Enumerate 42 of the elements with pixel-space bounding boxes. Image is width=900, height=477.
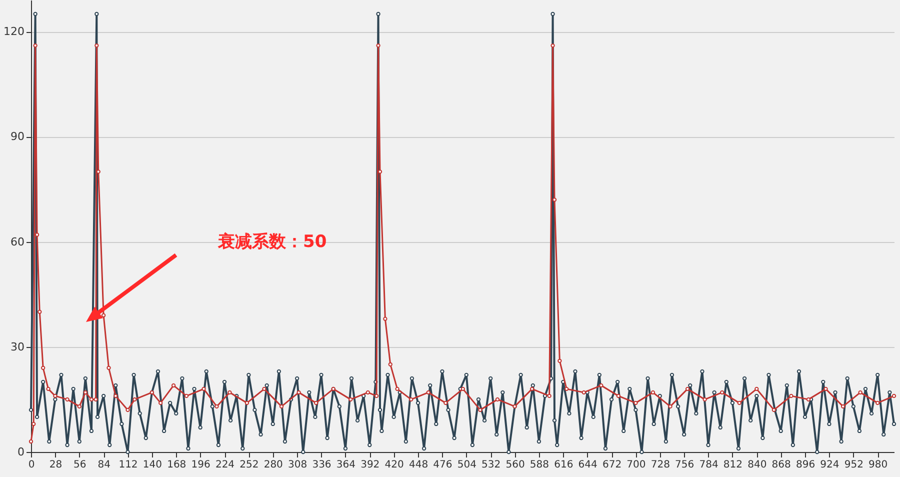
x-tick-label: 728 <box>650 460 670 470</box>
y-tick-label: 90 <box>10 130 24 144</box>
annotation: 衰减系数：50 <box>217 232 327 252</box>
x-tick-label: 532 <box>482 460 501 470</box>
x-tick-label: 28 <box>49 460 62 470</box>
y-tick-label: 30 <box>10 340 24 354</box>
x-tick-label: 952 <box>844 460 864 470</box>
x-tick-label: 224 <box>215 460 235 470</box>
x-tick-label: 280 <box>264 460 283 470</box>
x-tick-label: 336 <box>312 460 332 470</box>
x-tick-label: 252 <box>240 460 259 470</box>
x-tick-label: 980 <box>868 460 888 470</box>
x-tick-label: 112 <box>118 460 138 470</box>
x-tick-label: 896 <box>796 460 816 470</box>
x-tick-label: 924 <box>820 460 840 470</box>
x-tick-label: 644 <box>578 460 598 470</box>
x-tick-label: 700 <box>626 460 646 470</box>
x-tick-label: 616 <box>554 460 574 470</box>
x-tick-label: 840 <box>748 460 767 470</box>
x-tick-label: 168 <box>167 460 186 470</box>
y-tick-label: 0 <box>18 446 24 458</box>
x-tick-label: 364 <box>336 460 356 470</box>
x-tick-label: 504 <box>457 460 476 470</box>
x-tick-label: 868 <box>772 460 791 470</box>
x-tick-label: 476 <box>433 460 452 470</box>
x-tick-label: 756 <box>675 460 694 470</box>
x-tick-label: 308 <box>288 460 308 470</box>
x-tick-label: 784 <box>699 460 718 470</box>
x-tick-label: 420 <box>384 460 404 470</box>
x-tick-label: 588 <box>530 460 549 470</box>
x-tick-label: 560 <box>506 460 525 470</box>
x-tick-label: 84 <box>98 460 110 470</box>
y-tick-label: 60 <box>10 235 24 248</box>
x-tick-label: 196 <box>191 460 210 470</box>
x-tick-label: 812 <box>723 460 743 470</box>
x-tick-label: 140 <box>142 460 162 470</box>
y-tick-label: 120 <box>4 25 24 38</box>
x-tick-label: 56 <box>74 460 86 470</box>
x-tick-label: 0 <box>28 460 35 470</box>
x-tick-label: 448 <box>408 460 428 470</box>
x-tick-label: 392 <box>360 460 380 470</box>
x-tick-label: 672 <box>602 460 622 470</box>
